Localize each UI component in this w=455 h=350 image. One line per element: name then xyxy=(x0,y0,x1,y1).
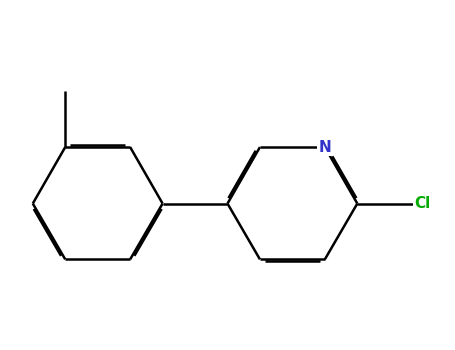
Text: N: N xyxy=(318,140,331,155)
Text: Cl: Cl xyxy=(414,196,430,211)
